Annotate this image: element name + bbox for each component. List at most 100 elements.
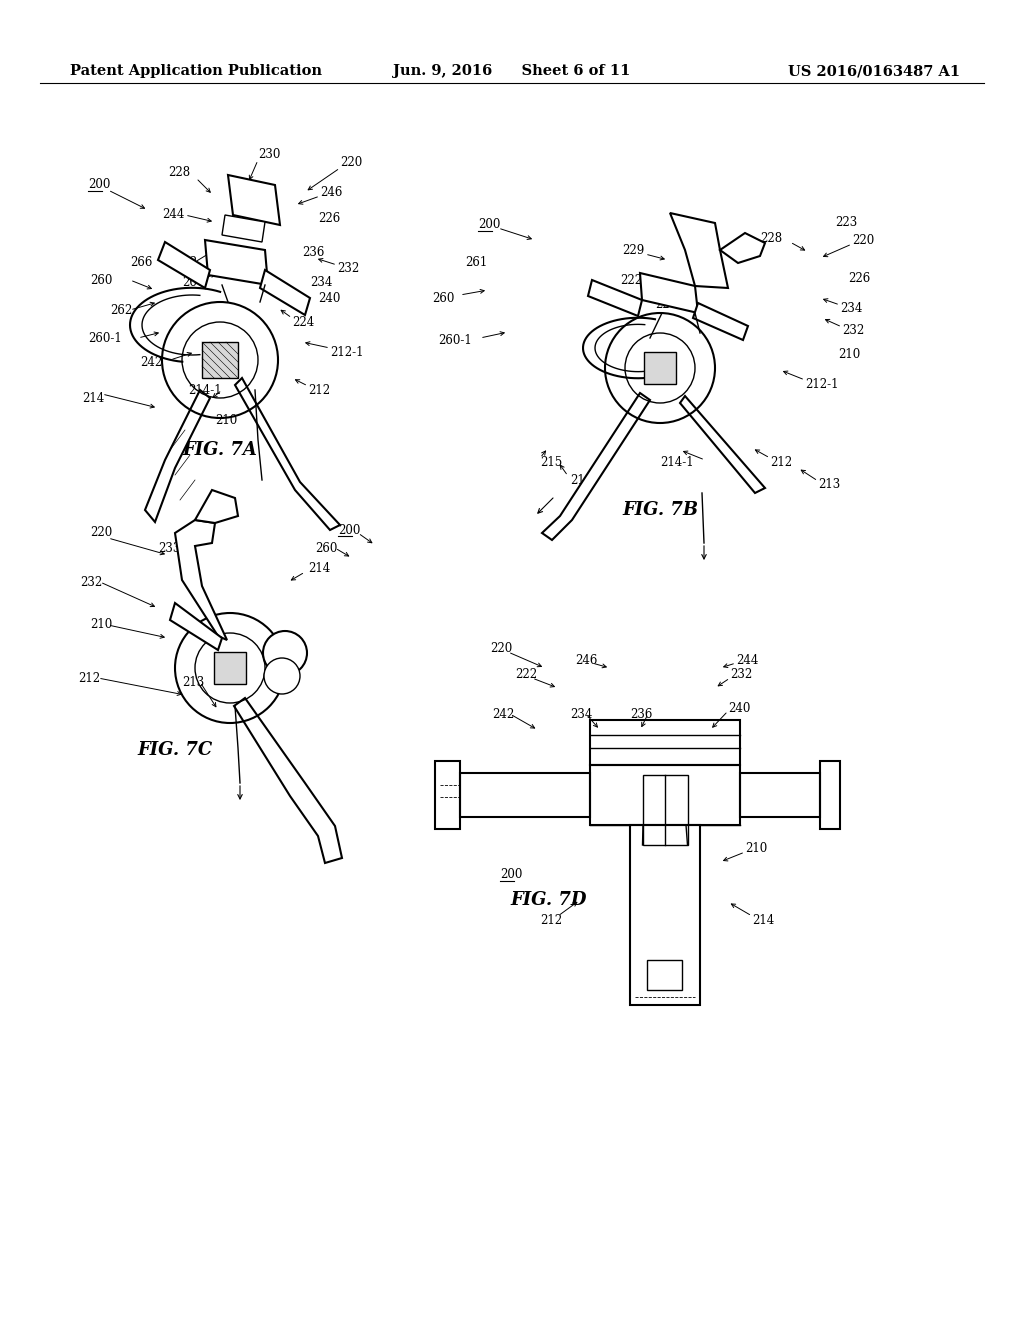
Polygon shape [234,698,342,863]
Text: 232: 232 [730,668,753,681]
Bar [590,719,740,766]
Text: 222: 222 [175,256,198,268]
Polygon shape [228,176,280,224]
Bar [590,766,740,825]
Text: 214-1: 214-1 [188,384,221,396]
Polygon shape [640,273,698,313]
Text: 220: 220 [90,527,113,540]
Text: 228: 228 [168,165,190,178]
Text: 200: 200 [88,178,111,191]
Text: 236: 236 [302,246,325,259]
Text: 234: 234 [840,301,862,314]
Text: 220: 220 [852,234,874,247]
Text: 215: 215 [540,455,562,469]
Text: 222: 222 [515,668,538,681]
Text: Patent Application Publication: Patent Application Publication [70,65,322,78]
Polygon shape [588,280,642,315]
Text: 210: 210 [838,348,860,362]
Bar [460,774,590,817]
Text: 213: 213 [182,676,204,689]
Polygon shape [145,389,210,521]
Polygon shape [234,378,340,531]
Polygon shape [214,652,246,684]
Text: 212: 212 [308,384,330,396]
Text: 200: 200 [500,869,522,882]
Text: 246: 246 [575,653,597,667]
Text: US 2016/0163487 A1: US 2016/0163487 A1 [787,65,961,78]
Text: 234: 234 [570,708,592,721]
Text: 210: 210 [215,413,238,426]
Text: 220: 220 [340,156,362,169]
Text: 261: 261 [465,256,487,268]
Text: 244: 244 [736,653,759,667]
Text: 232: 232 [80,576,102,589]
Text: 224: 224 [292,315,314,329]
Text: 210: 210 [745,842,767,854]
Text: 236: 236 [630,708,652,721]
Text: 244: 244 [162,209,184,222]
Text: 213: 213 [818,479,841,491]
Text: 264: 264 [182,276,205,289]
Text: 214-1: 214-1 [660,455,693,469]
Circle shape [264,657,300,694]
Text: 212: 212 [540,913,562,927]
Text: 246: 246 [319,186,342,199]
Polygon shape [644,352,676,384]
Polygon shape [170,603,222,649]
Bar [435,762,460,829]
Text: 210: 210 [90,619,113,631]
Text: 260: 260 [315,541,337,554]
Text: 222: 222 [620,273,642,286]
Bar [820,762,840,829]
Text: FIG. 7C: FIG. 7C [137,741,213,759]
Text: 220: 220 [490,642,512,655]
Bar [630,825,700,1005]
Bar [642,775,687,845]
Polygon shape [205,240,268,285]
Text: 233: 233 [158,541,180,554]
Bar [647,960,682,990]
Text: FIG. 7D: FIG. 7D [510,891,587,909]
Text: 212: 212 [78,672,100,685]
Text: Jun. 9, 2016  Sheet 6 of 11: Jun. 9, 2016 Sheet 6 of 11 [393,65,631,78]
Polygon shape [720,234,765,263]
Polygon shape [222,215,265,242]
Text: 266: 266 [130,256,153,268]
Bar [740,774,820,817]
Text: 262: 262 [110,304,132,317]
Text: 260: 260 [432,292,455,305]
Text: 200: 200 [478,219,501,231]
Text: 226: 226 [318,211,340,224]
Text: 226: 226 [848,272,870,285]
Polygon shape [195,490,238,523]
Text: 228: 228 [760,231,782,244]
Text: 242: 242 [492,708,514,721]
Text: 229: 229 [622,243,644,256]
Circle shape [263,631,307,675]
Text: 260-1: 260-1 [88,331,122,345]
Text: 214: 214 [570,474,592,487]
Polygon shape [175,520,227,640]
Text: 232: 232 [842,323,864,337]
Text: 214: 214 [752,913,774,927]
Text: 260-1: 260-1 [438,334,472,346]
Text: 232: 232 [337,261,359,275]
Text: 212-1: 212-1 [330,346,364,359]
Text: 230: 230 [258,149,281,161]
Polygon shape [680,396,765,492]
Text: 242: 242 [140,355,162,368]
Polygon shape [260,271,310,315]
Polygon shape [202,342,238,378]
Text: 214: 214 [308,561,331,574]
Polygon shape [158,242,210,288]
Polygon shape [693,304,748,341]
Text: 224: 224 [655,298,677,312]
Text: 212-1: 212-1 [805,379,839,392]
Text: 223: 223 [835,215,857,228]
Text: 200: 200 [338,524,360,536]
Text: 214: 214 [82,392,104,404]
Text: FIG. 7B: FIG. 7B [622,502,698,519]
Text: FIG. 7A: FIG. 7A [182,441,257,459]
Text: 240: 240 [728,701,751,714]
Text: 260: 260 [90,273,113,286]
